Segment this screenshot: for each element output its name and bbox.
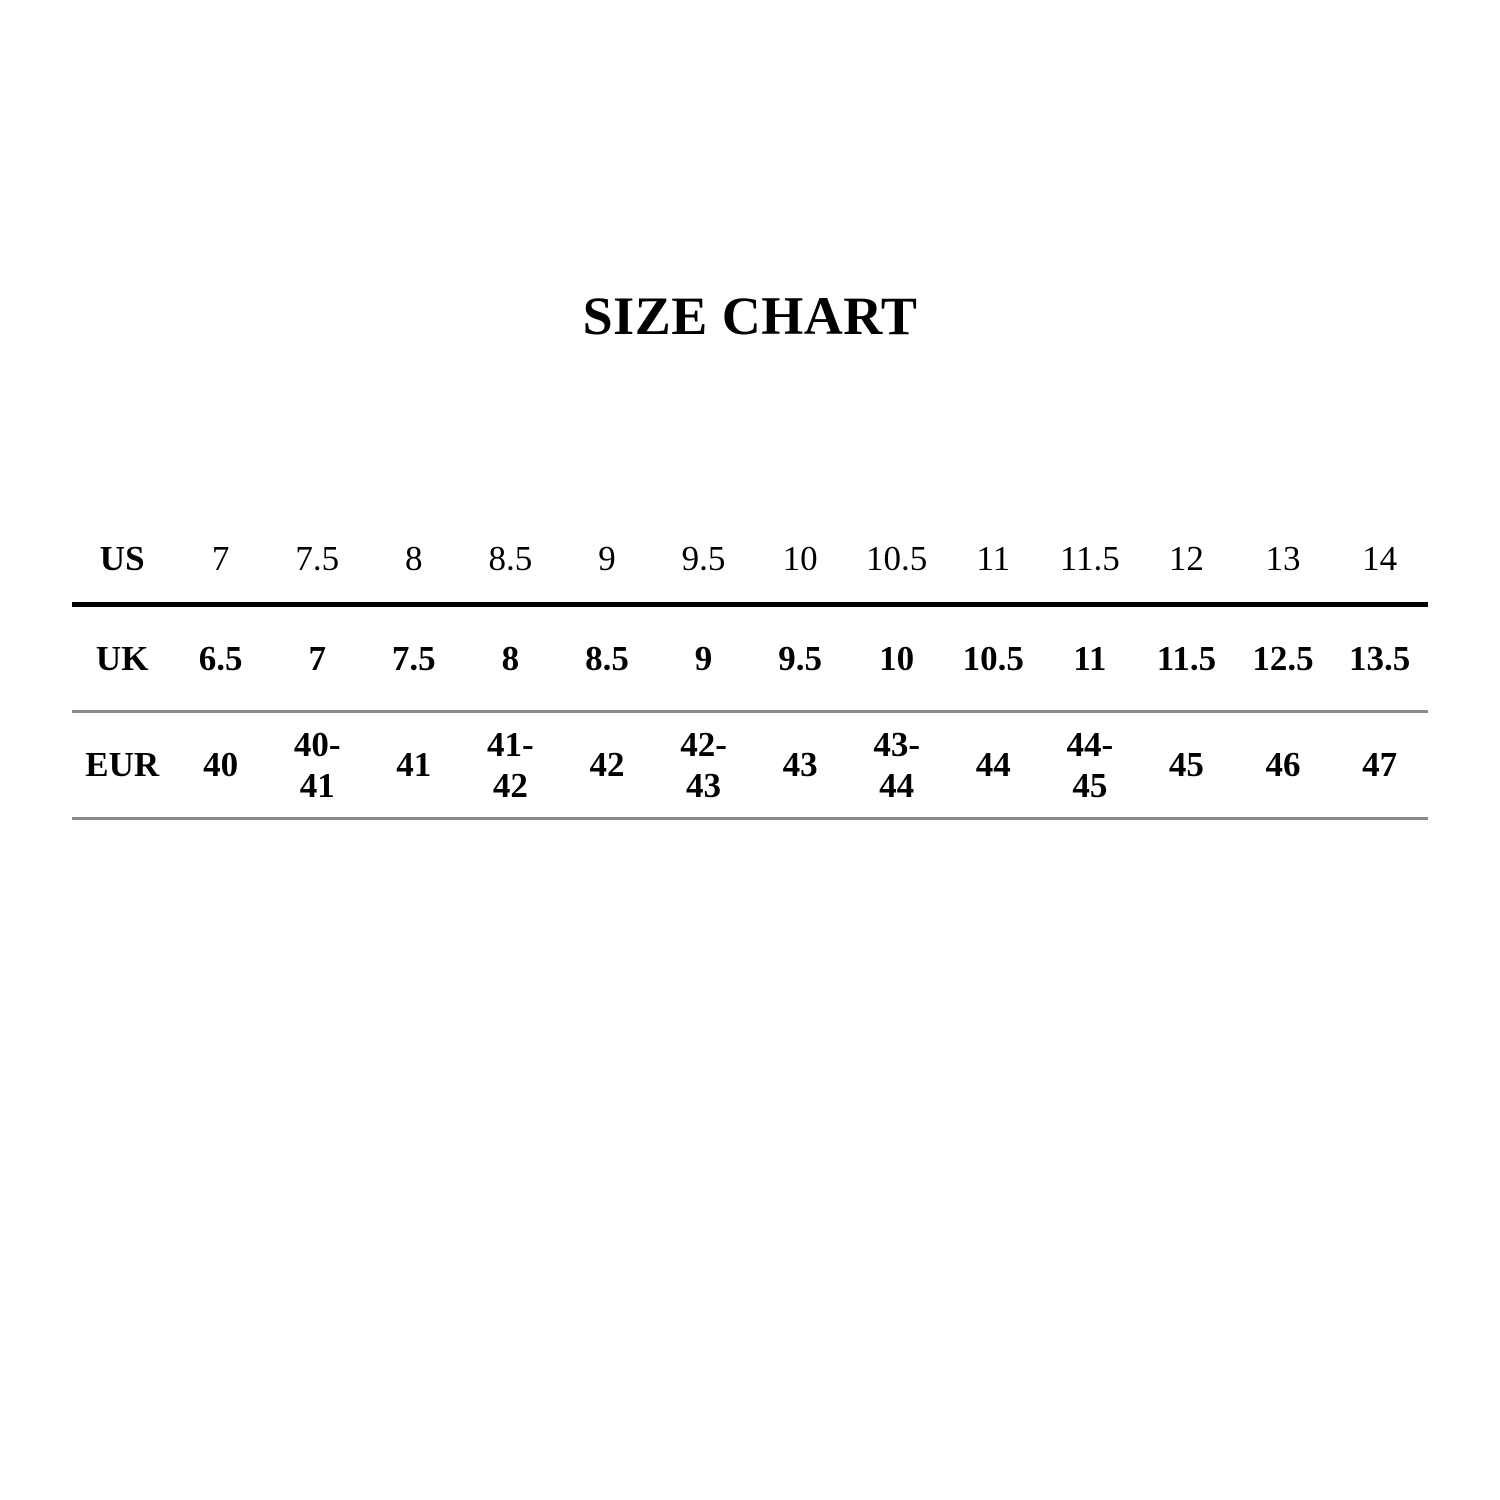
- cell-us-9: 11.5: [1059, 539, 1120, 579]
- cell-range-stack: 41- 42: [462, 724, 559, 807]
- cell-uk-12: 13.5: [1349, 638, 1411, 678]
- cell-us-0: 7: [211, 539, 230, 579]
- cell-eur-10: 45: [1168, 745, 1204, 785]
- cell-eur-6: 43: [782, 745, 818, 785]
- size-chart-table: US 7 7.5 8 8.5 9 9.5 10 10.5 11 11.5 12 …: [72, 516, 1428, 820]
- cell-uk-6: 9.5: [778, 638, 822, 678]
- cell-eur-5: 42- 43: [655, 712, 752, 819]
- cell-uk-0: 6.5: [198, 638, 243, 678]
- cell-range-line-1: 43-: [873, 724, 920, 764]
- cell-eur-1: 40- 41: [269, 712, 366, 819]
- cell-us-4: 9: [598, 539, 616, 579]
- cell-range-line-1: 42-: [680, 724, 727, 764]
- cell-uk-1: 7: [308, 638, 326, 678]
- row-label-us: US: [99, 539, 145, 579]
- cell-uk-5: 9: [694, 638, 713, 678]
- cell-range-line-1: 44-: [1066, 724, 1114, 764]
- cell-range-stack: 43- 44: [848, 724, 945, 807]
- cell-us-11: 13: [1265, 539, 1301, 579]
- cell-eur-7: 43- 44: [848, 712, 945, 819]
- cell-eur-2: 41: [396, 745, 432, 785]
- table-row-us: US 7 7.5 8 8.5 9 9.5 10 10.5 11 11.5 12 …: [72, 516, 1428, 605]
- row-label-eur: EUR: [85, 745, 160, 785]
- cell-uk-2: 7.5: [391, 638, 436, 678]
- cell-uk-3: 8: [501, 638, 520, 678]
- cell-eur-11: 46: [1265, 745, 1301, 785]
- table-row-eur: EUR 40 40- 41 41 41- 42 42 42- 43 43 43- 44 …: [72, 712, 1428, 819]
- row-label-uk: UK: [95, 638, 149, 678]
- cell-range-line-1: 41-: [487, 724, 534, 764]
- cell-eur-4: 42: [589, 745, 625, 785]
- cell-us-5: 9.5: [681, 539, 726, 579]
- cell-eur-9: 44- 45: [1042, 712, 1139, 819]
- cell-range-stack: 44- 45: [1042, 724, 1139, 807]
- cell-eur-3: 41- 42: [462, 712, 559, 819]
- cell-range-stack: 42- 43: [655, 724, 752, 807]
- table-row-uk: UK 6.5 7 7.5 8 8.5 9 9.5 10 10.5 11 11.5…: [72, 605, 1428, 712]
- cell-range-stack: 40- 41: [269, 724, 366, 807]
- cell-uk-4: 8.5: [585, 638, 629, 678]
- cell-eur-0: 40: [203, 745, 239, 785]
- cell-us-1: 7.5: [295, 539, 340, 579]
- cell-eur-8: 44: [975, 745, 1011, 785]
- page-title: SIZE CHART: [582, 286, 918, 346]
- cell-range-line-2: 43: [686, 766, 722, 805]
- cell-us-7: 10.5: [866, 539, 928, 579]
- cell-uk-8: 10.5: [962, 638, 1024, 678]
- cell-uk-7: 10: [879, 638, 915, 678]
- cell-eur-12: 47: [1362, 745, 1398, 785]
- cell-uk-11: 12.5: [1252, 638, 1314, 678]
- cell-us-8: 11: [976, 539, 1011, 579]
- cell-us-12: 14: [1362, 539, 1398, 579]
- cell-range-line-2: 44: [879, 766, 915, 805]
- cell-us-3: 8.5: [488, 539, 533, 579]
- cell-uk-9: 11: [1073, 638, 1107, 678]
- cell-range-line-2: 45: [1072, 766, 1108, 805]
- cell-uk-10: 11.5: [1156, 638, 1217, 678]
- cell-us-10: 12: [1168, 539, 1204, 579]
- cell-range-line-2: 42: [492, 766, 528, 805]
- cell-us-6: 10: [782, 539, 818, 579]
- cell-range-line-2: 41: [299, 766, 335, 805]
- cell-range-line-1: 40-: [293, 724, 341, 764]
- cell-us-2: 8: [405, 539, 423, 579]
- size-chart-table-container: US 7 7.5 8 8.5 9 9.5 10 10.5 11 11.5 12 …: [72, 516, 1428, 820]
